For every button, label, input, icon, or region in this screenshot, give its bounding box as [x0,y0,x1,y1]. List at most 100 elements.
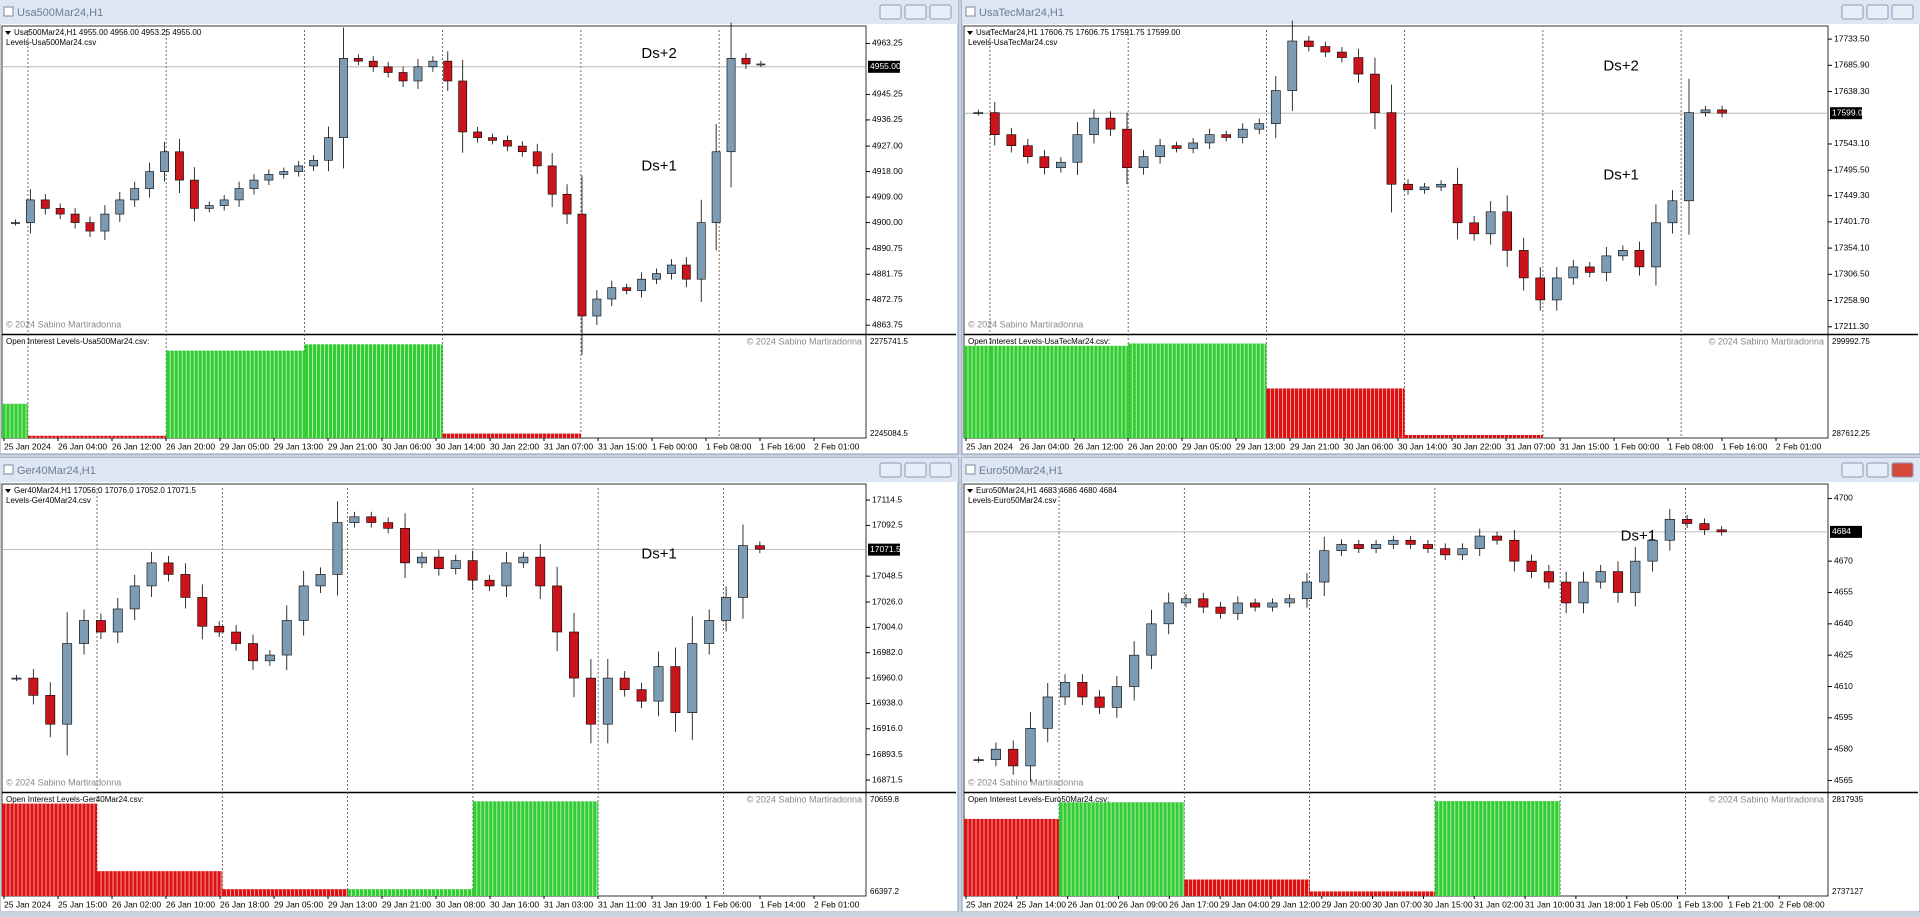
candle-body [1491,535,1503,541]
oi-bar [989,345,1129,438]
chart-window: UsaTecMar24,H1 UsaTecMar24,H1 17606.75 17… [961,0,1920,455]
x-tick-label: 31 Jan 15:00 [1560,441,1609,451]
candle-body [585,677,596,725]
x-tick-label: 25 Jan 2024 [966,441,1013,451]
candle-body [484,579,495,587]
candle-body [756,63,766,66]
title-bar [0,0,958,24]
price-tag-label: 4955.00 [870,61,901,71]
candle-body [1634,250,1645,268]
maximize-button[interactable] [1866,462,1889,478]
window-icon [3,6,14,17]
minimize-button[interactable] [1841,462,1864,478]
oi-bar [1128,343,1267,438]
title-bar [962,0,1920,24]
y-tick-label: 16916.0 [872,723,903,733]
y-tick-label: 4918.00 [872,166,903,176]
y-tick-label: 17211.30 [1834,321,1869,331]
candle-body [1457,548,1468,556]
candle-body [1006,134,1017,146]
maximize-button[interactable] [904,462,927,478]
candle-body [1188,142,1198,149]
candle-body [467,560,478,581]
candle-body [1284,598,1295,604]
oi-title: Open Interest Levels-Euro50Mar24.csv: [968,795,1109,804]
minimize-button[interactable] [1841,4,1864,20]
x-tick-label: 31 Jan 15:00 [598,441,647,451]
candle-body [552,585,563,633]
candle-body [1543,571,1554,583]
y-tick-label: 17354.10 [1834,242,1870,252]
candle-body [315,574,326,587]
x-tick-label: 26 Jan 12:00 [1074,441,1123,451]
candle-body [721,597,732,621]
candle-body [1105,117,1116,130]
maximize-button[interactable] [904,4,927,20]
candle-body [443,60,453,82]
close-button[interactable] [929,462,952,478]
candle-body [45,695,56,725]
oi-title: Open Interest Levels-UsaTecMar24.csv: [968,337,1110,346]
candle-body [577,213,587,317]
x-tick-label: 30 Jan 22:00 [490,441,539,451]
window-title: UsaTecMar24,H1 [979,7,1064,19]
y-tick-label: 4936.25 [872,114,903,124]
candle-body [95,620,106,633]
candle-body [11,677,22,680]
candle-body [1320,46,1331,53]
y-tick-label: 17638.30 [1834,86,1870,96]
candle-body [1025,728,1036,767]
candle-body [607,287,617,300]
oi-bar [304,344,443,438]
candle-body [197,597,208,627]
x-tick-label: 26 Jan 04:00 [1020,441,1069,451]
candle-body [989,112,1000,135]
candle-body [383,522,394,529]
x-tick-label: 31 Jan 19:00 [652,899,701,909]
candle-body [309,159,319,167]
maximize-button[interactable] [1866,4,1889,20]
candle-body [1630,560,1641,593]
candle-body [622,287,632,291]
oi-bar [964,345,990,438]
x-tick-label: 1 Feb 13:00 [1678,899,1724,909]
candle-body [1526,560,1537,572]
y-tick-label: 17092.5 [872,520,903,530]
x-tick-label: 29 Jan 05:00 [1182,441,1231,451]
oi-bar [472,801,599,896]
candle-body [1419,186,1430,191]
oi-bar [97,871,223,896]
candle-body [234,188,244,201]
candle-body [294,165,304,172]
x-tick-label: 25 Jan 15:00 [58,899,107,909]
chart-window: Euro50Mar24,H1 Euro50Mar24,H1 4683 4686 4… [961,457,1920,913]
price-tag-label: 17599.00 [1832,107,1868,117]
y-tick-label: 4655 [1834,587,1853,597]
oi-bar [2,803,98,896]
x-tick-label: 2 Feb 01:00 [1776,441,1822,451]
y-tick-label: 17306.50 [1834,269,1870,279]
x-tick-label: 26 Jan 17:00 [1169,899,1218,909]
candle-body [332,522,343,575]
annotation: Ds+1 [1621,527,1656,544]
candle-body [62,643,73,725]
candle-body [636,689,647,702]
x-tick-label: 25 Jan 2024 [966,899,1013,909]
candle-body [1111,686,1122,708]
minimize-button[interactable] [879,4,902,20]
close-button[interactable] [929,4,952,20]
y-tick-label: 4900.00 [872,217,903,227]
candle-body [383,66,393,73]
oi-title: Open Interest Levels-Usa500Mar24.csv: [6,337,149,346]
minimize-button[interactable] [879,462,902,478]
close-button[interactable] [1891,462,1914,478]
candle-body [146,562,157,587]
close-button[interactable] [1891,4,1914,20]
y-tick-label: 4909.00 [872,191,903,201]
x-tick-label: 1 Feb 21:00 [1728,899,1774,909]
window-title: Ger40Mar24,H1 [17,465,96,477]
candle-body [517,145,527,153]
candle-body [488,137,497,141]
candle-body [25,199,35,223]
candle-body [1215,606,1226,614]
